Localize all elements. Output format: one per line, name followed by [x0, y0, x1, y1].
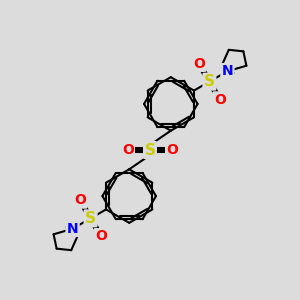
Text: O: O [214, 93, 226, 107]
Text: O: O [167, 143, 178, 157]
Text: N: N [222, 64, 233, 78]
Text: O: O [95, 230, 107, 243]
Text: O: O [193, 57, 205, 70]
Text: O: O [122, 143, 134, 157]
Text: S: S [145, 142, 155, 158]
Text: S: S [85, 211, 96, 226]
Text: S: S [204, 74, 215, 89]
Text: O: O [74, 193, 86, 207]
Text: N: N [67, 222, 78, 236]
